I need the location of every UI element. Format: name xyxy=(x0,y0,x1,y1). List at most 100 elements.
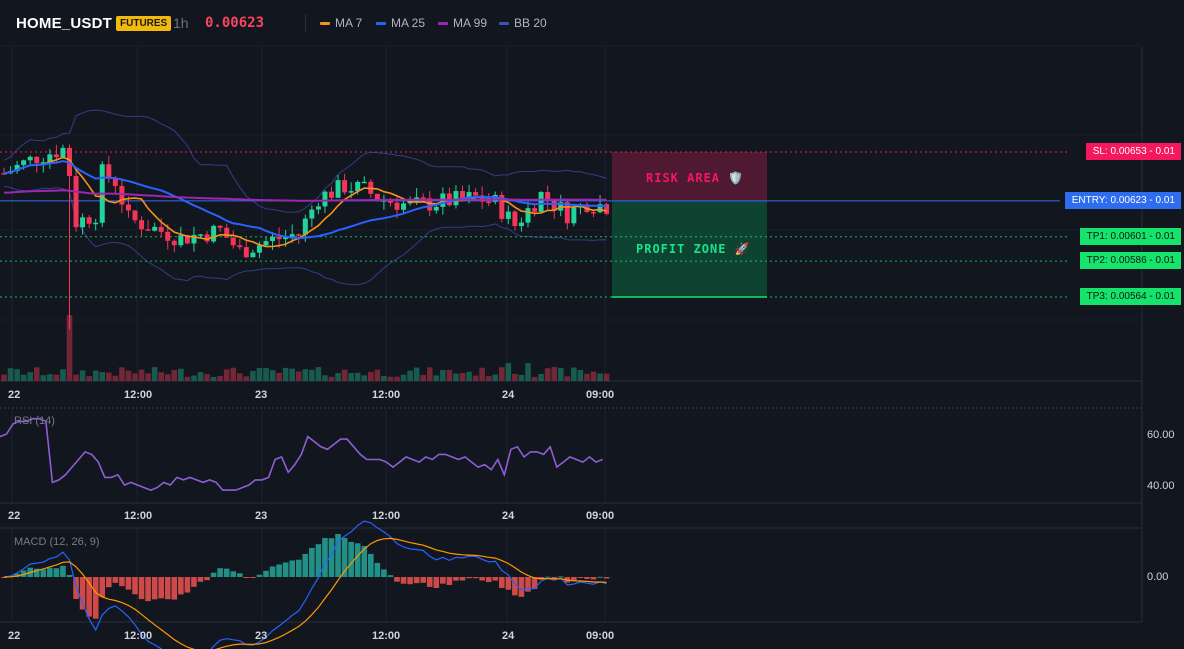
tp1-price-tag[interactable]: TP1: 0.00601 - 0.01 xyxy=(1079,228,1181,245)
volume-bar xyxy=(394,376,400,381)
candle-body xyxy=(315,206,321,210)
candle-body xyxy=(184,235,190,244)
profit-zone-label: PROFIT ZONE 🚀 xyxy=(636,242,751,256)
volume-bar xyxy=(328,376,335,381)
macd-histogram-bar xyxy=(178,577,184,595)
candle-body xyxy=(276,236,282,240)
volume-bar xyxy=(590,371,597,381)
candle-body xyxy=(591,212,596,214)
volume-bar xyxy=(433,375,440,381)
macd-histogram-bar xyxy=(119,577,125,587)
macd-histogram-bar xyxy=(479,577,485,581)
candle-body xyxy=(538,192,544,212)
rsi-line xyxy=(0,417,603,491)
candle-body xyxy=(152,226,158,231)
entry-tag-text: ENTRY: 0.00623 xyxy=(1071,195,1147,206)
entry-price-tag[interactable]: ENTRY: 0.00623 - 0.01 xyxy=(1064,192,1181,209)
volume-bar xyxy=(204,374,210,381)
candle-body xyxy=(512,211,518,227)
volume-bar xyxy=(564,376,571,381)
volume-bar xyxy=(551,367,557,381)
symbol-title[interactable]: HOME_USDT xyxy=(16,15,112,32)
candle-body xyxy=(486,201,492,204)
candle-body xyxy=(525,208,531,223)
bb20-swatch-icon xyxy=(499,21,509,25)
macd-histogram-bar xyxy=(92,577,99,619)
candle-body xyxy=(165,231,171,241)
macd-histogram-bar xyxy=(309,547,315,577)
candle-body xyxy=(21,160,27,165)
macd-histogram-bar xyxy=(512,577,518,596)
macd-histogram-bar xyxy=(387,575,394,577)
candle-body xyxy=(40,162,46,164)
candle-body xyxy=(309,209,315,219)
candle-body xyxy=(289,234,295,237)
candle-body xyxy=(34,156,40,164)
candle-body xyxy=(204,234,210,242)
candle-body xyxy=(532,208,538,212)
tp2-price-tag[interactable]: TP2: 0.00586 - 0.01 xyxy=(1079,252,1181,269)
x-axis-label-0900: 09:00 xyxy=(586,389,615,401)
x-axis-label-day22: 22 xyxy=(8,389,21,401)
macd-histogram-bar xyxy=(256,574,263,577)
rsi-pane xyxy=(0,417,603,491)
rsi-x-label-1200: 12:00 xyxy=(124,510,153,522)
volume-bar xyxy=(557,367,564,381)
macd-histogram-bar xyxy=(210,572,217,577)
volume-bar xyxy=(315,367,322,381)
candle-body xyxy=(14,164,20,172)
macd-histogram-bar xyxy=(197,577,204,582)
volume-bar xyxy=(112,375,119,381)
volume-bar xyxy=(60,369,66,381)
volume-bar xyxy=(472,375,479,381)
candle-body xyxy=(302,218,308,235)
volume-bar xyxy=(407,370,413,381)
macd-histogram-bar xyxy=(217,568,223,577)
volume-bar xyxy=(191,375,197,381)
volume-bar xyxy=(584,373,590,381)
macd-histogram-bar xyxy=(426,577,433,587)
tp3-tag-qty: 0.01 xyxy=(1155,291,1175,302)
volume-bar xyxy=(577,369,584,381)
legend-ma99[interactable]: MA 99 xyxy=(438,16,487,30)
candle-body xyxy=(374,193,380,201)
volume-bar xyxy=(86,376,92,381)
tp3-price-tag[interactable]: TP3: 0.00564 - 0.01 xyxy=(1079,288,1181,305)
volume-bar xyxy=(47,374,53,381)
candle-body xyxy=(145,229,151,231)
candle-body xyxy=(93,222,99,225)
candle-body xyxy=(47,154,53,163)
candle-body xyxy=(597,204,603,213)
legend-bb20[interactable]: BB 20 xyxy=(499,16,547,30)
macd-x-label-day23: 23 xyxy=(255,630,268,642)
macd-histogram-bar xyxy=(459,577,466,581)
macd-histogram-bar xyxy=(171,577,178,600)
macd-x-label-day22: 22 xyxy=(8,630,21,642)
legend-ma25[interactable]: MA 25 xyxy=(376,16,425,30)
ma99-line xyxy=(3,189,607,202)
candle-body xyxy=(460,191,465,199)
macd-histogram-bar xyxy=(125,577,132,590)
legend-ma7[interactable]: MA 7 xyxy=(320,16,362,30)
volume-bar xyxy=(138,369,145,381)
volume-bar xyxy=(53,374,60,381)
volume-bar xyxy=(335,373,341,381)
volume-bar xyxy=(525,363,531,381)
candle-body xyxy=(270,236,276,242)
candle-body xyxy=(433,206,439,211)
sl-price-tag[interactable]: SL: 0.00653 - 0.01 xyxy=(1085,143,1181,160)
volume-bar xyxy=(184,376,191,381)
volume-bar xyxy=(354,372,361,381)
candle-body xyxy=(119,185,125,205)
legend-bb20-label: BB 20 xyxy=(514,16,547,30)
volume-bar xyxy=(132,373,138,381)
macd-histogram-bar xyxy=(400,577,407,584)
volume-bar xyxy=(512,373,518,381)
candle-body xyxy=(158,226,164,232)
macd-histogram-bar xyxy=(250,577,256,578)
header-divider xyxy=(305,14,306,32)
macd-histogram-bar xyxy=(466,577,472,579)
timeframe-label[interactable]: 1h xyxy=(173,15,189,31)
ma25-swatch-icon xyxy=(376,21,386,25)
